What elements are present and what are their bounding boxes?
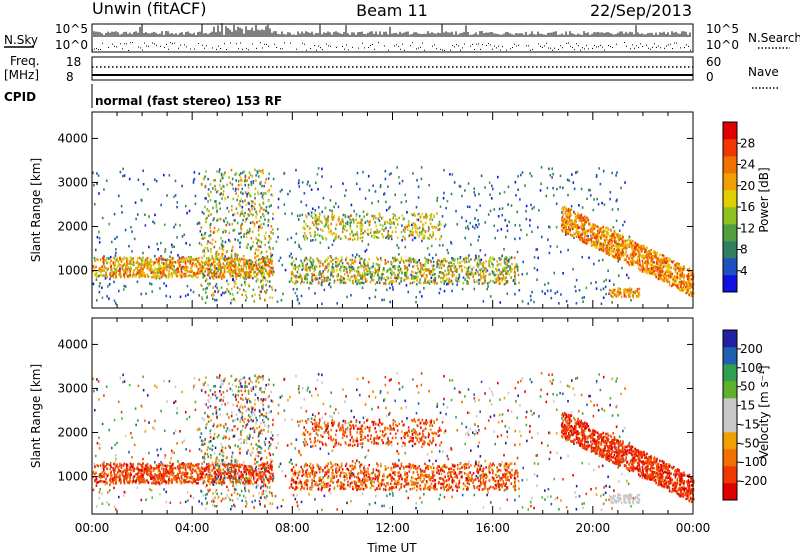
velocity-colorbar-swatch — [723, 432, 737, 450]
x-tick-label: 08:00 — [275, 521, 310, 535]
noise-tick-top-right: 10^5 — [706, 22, 739, 36]
power-y-tick-label: 1000 — [57, 264, 88, 278]
velocity-colorbar-swatch — [723, 398, 737, 416]
velocity-y-tick-label: 1000 — [57, 470, 88, 484]
velocity-colorbar-swatch — [723, 364, 737, 382]
x-axis-label: Time UT — [366, 541, 417, 554]
velocity-colorbar-swatch — [723, 466, 737, 484]
velocity-colorbar: 200 100 50 15 -15 -50 -100 -200 — [722, 329, 767, 501]
velocity-colorbar-swatch — [723, 415, 737, 433]
velocity-colorbar-tick: 100 — [740, 361, 763, 375]
velocity-colorbar-swatch — [723, 381, 737, 399]
velocity-y-tick-label: 4000 — [57, 337, 88, 351]
velocity-y-tick-label: 2000 — [57, 426, 88, 440]
velocity-colorbar-label: Velocity [m s⁻¹] — [757, 365, 771, 458]
nave-tick-top: 60 — [706, 55, 721, 69]
beam-title: Beam 11 — [356, 1, 428, 20]
power-heatmap-cells — [92, 166, 695, 306]
power-colorbar-tick: 4 — [740, 264, 748, 278]
velocity-colorbar-tick: -50 — [740, 436, 760, 450]
velocity-y-axis-label: Slant Range [km] — [29, 364, 43, 468]
velocity-colorbar-tick: 50 — [740, 380, 755, 394]
cpid-label: CPID — [4, 90, 36, 104]
velocity-colorbar-swatch — [723, 330, 737, 348]
power-colorbar-swatch — [723, 190, 737, 208]
date-title: 22/Sep/2013 — [590, 1, 692, 20]
x-tick-label: 12:00 — [375, 521, 410, 535]
velocity-colorbar-tick: -15 — [740, 417, 760, 431]
power-colorbar-tick: 28 — [740, 136, 755, 150]
power-panel: 1000 2000 3000 4000 Slant Range [km] 4 8 12 16… — [29, 111, 771, 309]
power-colorbar-swatch — [723, 122, 737, 140]
x-tick-label: 04:00 — [175, 521, 210, 535]
power-colorbar-tick: 20 — [740, 179, 755, 193]
power-colorbar-swatch — [723, 241, 737, 259]
nsky-label: N.Sky — [4, 33, 38, 47]
power-colorbar-tick: 24 — [740, 158, 755, 172]
noise-strip: N.Sky N.Search 10^5 10^0 10^5 10^0 — [4, 22, 800, 53]
x-tick-label: 00:00 — [75, 521, 110, 535]
velocity-colorbar-swatch — [723, 449, 737, 467]
power-colorbar-swatch — [723, 258, 737, 276]
power-colorbar-swatch — [723, 275, 737, 293]
velocity-heatmap-cells — [92, 372, 695, 512]
nave-tick-bottom: 0 — [706, 70, 714, 84]
freq-tick-bottom: 8 — [66, 70, 74, 84]
power-y-tick-label: 2000 — [57, 220, 88, 234]
power-colorbar-swatch — [723, 173, 737, 191]
velocity-colorbar-swatch — [723, 483, 737, 501]
freq-tick-top: 18 — [66, 55, 81, 69]
noise-tick-bottom-left: 10^0 — [55, 38, 88, 52]
station-title: Unwin (fitACF) — [92, 0, 206, 18]
velocity-colorbar-tick: -100 — [740, 455, 767, 469]
power-colorbar-tick: 12 — [740, 221, 755, 235]
power-y-axis-label: Slant Range [km] — [29, 158, 43, 262]
velocity-colorbar-tick: -200 — [740, 474, 767, 488]
velocity-y-tick-label: 3000 — [57, 381, 88, 395]
power-colorbar: 4 8 12 16 20 24 28 — [722, 121, 755, 293]
power-colorbar-tick: 8 — [740, 243, 748, 257]
freq-label-line2: [MHz] — [4, 68, 39, 82]
power-colorbar-swatch — [723, 207, 737, 225]
noise-tick-top-left: 10^5 — [55, 22, 88, 36]
velocity-colorbar-tick: 200 — [740, 342, 763, 356]
power-colorbar-swatch — [723, 139, 737, 157]
cpid-value: normal (fast stereo) 153 RF — [95, 94, 282, 108]
power-colorbar-tick: 16 — [740, 200, 755, 214]
velocity-panel: 1000 2000 3000 4000 Slant Range [km] 200 100… — [29, 317, 771, 554]
power-colorbar-swatch — [723, 224, 737, 242]
nsearch-label: N.Search — [748, 31, 800, 45]
power-colorbar-label: Power [dB] — [757, 167, 771, 232]
noise-tick-bottom-right: 10^0 — [706, 38, 739, 52]
velocity-colorbar-swatch — [723, 347, 737, 365]
power-y-tick-label: 3000 — [57, 175, 88, 189]
x-tick-label: 16:00 — [475, 521, 510, 535]
x-tick-label: 00:00 — [676, 521, 711, 535]
nave-label: Nave — [748, 65, 779, 79]
x-tick-label: 20:00 — [576, 521, 611, 535]
power-y-tick-label: 4000 — [57, 131, 88, 145]
freq-label-line1: Freq. — [10, 54, 40, 68]
velocity-colorbar-tick: 15 — [740, 399, 755, 413]
cpid-strip: CPID normal (fast stereo) 153 RF — [4, 84, 282, 108]
freq-strip: Freq. [MHz] 18 8 60 0 Nave — [4, 54, 780, 89]
power-colorbar-swatch — [723, 156, 737, 174]
